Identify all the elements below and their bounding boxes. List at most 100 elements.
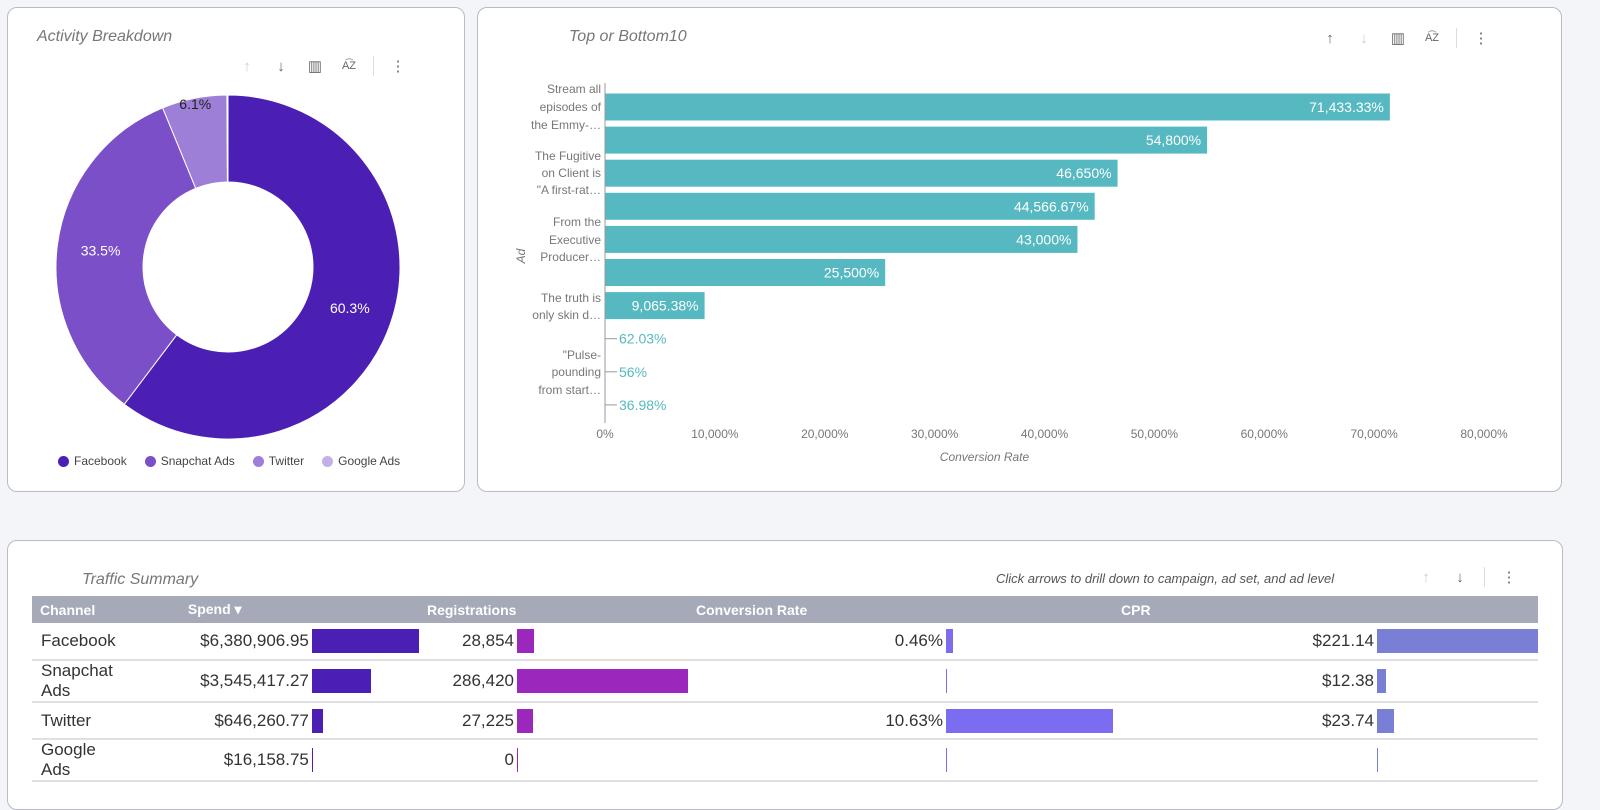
donut-slice-facebook[interactable] <box>123 94 401 440</box>
donut-slice-google-ads[interactable] <box>226 94 229 183</box>
conv-bar <box>945 708 1113 733</box>
bar-label: 46,650% <box>1056 165 1111 181</box>
y-tick-label: "Pulse-pounding from start… <box>538 348 601 397</box>
conv-bar <box>945 669 947 693</box>
reg-value: 28,854 <box>461 631 514 650</box>
divider <box>1456 28 1457 48</box>
cpr-bar <box>1377 629 1538 653</box>
slice-label: 33.5% <box>81 242 121 258</box>
cpr-value: $12.38 <box>1322 671 1374 690</box>
card-title: Activity Breakdown <box>37 28 173 45</box>
arrow-up-icon[interactable]: ↑ <box>1422 568 1430 586</box>
sort-az-icon[interactable]: A͡Z <box>1424 32 1440 44</box>
col-conversion-rate[interactable]: Conversion Rate <box>687 596 1113 623</box>
card-toolbar: ↑ ↓ ▥ A͡Z ⋮ <box>1320 28 1491 48</box>
more-vert-icon[interactable]: ⋮ <box>1501 569 1517 586</box>
spend-value: $6,380,906.95 <box>200 631 309 650</box>
conv-bar <box>945 629 954 653</box>
bar[interactable] <box>605 292 705 320</box>
bar[interactable] <box>605 93 1390 121</box>
table-row[interactable]: Snapchat Ads $3,545,417.27 286,420 $12.38 <box>32 660 1538 703</box>
bar-chart: 0% 10,000% 20,000% 30,000% 40,000% 50,000% 60,… <box>514 82 1508 464</box>
table-row[interactable]: Twitter $646,260.77 27,225 10.63% $23.74 <box>32 702 1538 740</box>
bar-label: 36.98% <box>619 397 666 413</box>
slice-label: 60.3% <box>330 300 370 316</box>
col-cpr[interactable]: CPR <box>1113 596 1538 623</box>
legend-item[interactable]: Twitter <box>252 454 305 468</box>
bar-label: 56% <box>619 364 647 380</box>
slice-label: 6.1% <box>179 96 211 112</box>
cell-channel: Google Ads <box>32 739 120 782</box>
reg-bar <box>516 669 688 693</box>
legend-label: Google Ads <box>338 454 401 468</box>
y-tick-label: From the Executive Producer… <box>540 215 601 264</box>
cpr-value: $23.74 <box>1322 710 1374 730</box>
col-channel[interactable]: Channel <box>32 596 120 623</box>
legend: Facebook Snapchat Ads Twitter Google Ads <box>58 454 400 468</box>
arrow-down-icon[interactable]: ↓ <box>277 57 285 75</box>
legend-item[interactable]: Google Ads <box>322 454 400 468</box>
cell-spend: $6,380,906.95 <box>119 623 419 661</box>
table-row[interactable]: Google Ads $16,158.75 0 <box>32 739 1538 782</box>
spend-value: $646,260.77 <box>214 710 309 730</box>
cell-channel: Facebook <box>32 623 120 661</box>
legend-swatch <box>322 455 334 467</box>
activity-breakdown-card: Activity Breakdown ↑ ↓ ▥ A͡Z ⋮ 60.3% 33.5… <box>7 7 465 492</box>
arrow-down-icon[interactable]: ↓ <box>1456 568 1464 586</box>
bar[interactable] <box>605 126 1208 154</box>
conv-value: 10.63% <box>885 710 943 730</box>
cell-reg: 286,420 <box>418 660 688 703</box>
conv-value: 0.46% <box>894 631 943 650</box>
bar-label: 71,433.33% <box>1309 99 1384 115</box>
bar[interactable] <box>605 192 1095 220</box>
arrow-up-icon[interactable]: ↑ <box>243 57 251 75</box>
cell-cpr <box>1113 739 1538 782</box>
y-tick-label: Stream all episodes of the Emmy-… <box>531 82 602 132</box>
card-toolbar: ↑ ↓ ⋮ <box>1416 567 1519 587</box>
spend-bar <box>311 669 372 693</box>
cell-reg: 0 <box>418 739 688 782</box>
x-tick-label: 80,000% <box>1460 427 1508 441</box>
more-vert-icon[interactable]: ⋮ <box>390 58 406 75</box>
card-toolbar: ↑ ↓ ▥ A͡Z ⋮ <box>237 56 408 76</box>
cell-conv <box>687 739 1113 782</box>
legend-item[interactable]: Facebook <box>58 454 127 468</box>
legend-label: Twitter <box>268 454 305 468</box>
arrow-up-icon[interactable]: ↑ <box>1326 29 1334 47</box>
more-vert-icon[interactable]: ⋮ <box>1473 30 1489 47</box>
bar-label: 44,566.67% <box>1014 198 1089 214</box>
sort-az-icon[interactable]: A͡Z <box>341 60 357 72</box>
reg-value: 27,225 <box>461 710 514 730</box>
donut-slice-snapchat-ads[interactable] <box>55 107 197 405</box>
traffic-table: Channel Spend ▾ Registrations Conversion… <box>32 596 1538 782</box>
cell-spend: $16,158.75 <box>119 739 419 782</box>
col-registrations[interactable]: Registrations <box>418 596 688 623</box>
cell-cpr: $221.14 <box>1113 623 1538 661</box>
legend-swatch <box>144 455 156 467</box>
x-tick-label: 50,000% <box>1131 427 1179 441</box>
chart-settings-icon[interactable]: ▥ <box>1390 30 1406 47</box>
table-row[interactable]: Facebook $6,380,906.95 28,854 0.46% $221.14 <box>32 623 1538 661</box>
bar[interactable] <box>605 159 1118 187</box>
y-tick-label: The truth is only skin d… <box>532 291 601 322</box>
x-tick-label: 30,000% <box>911 427 959 441</box>
x-tick-label: 10,000% <box>691 427 739 441</box>
card-title: Traffic Summary <box>82 571 199 588</box>
bar[interactable] <box>605 225 1078 253</box>
cell-reg: 27,225 <box>418 702 688 740</box>
col-spend[interactable]: Spend ▾ <box>119 596 419 623</box>
divider <box>1484 567 1485 587</box>
bar[interactable] <box>605 259 886 286</box>
cpr-bar <box>1377 669 1386 693</box>
chart-settings-icon[interactable]: ▥ <box>307 58 323 75</box>
spend-value: $3,545,417.27 <box>200 671 309 690</box>
x-tick-label: 20,000% <box>801 427 849 441</box>
traffic-summary-card: Traffic Summary Click arrows to drill do… <box>7 540 1563 810</box>
cell-conv: 10.63% <box>687 702 1113 740</box>
drill-hint: Click arrows to drill down to campaign, … <box>996 571 1335 586</box>
bar-label: 54,800% <box>1146 132 1201 148</box>
reg-value: 286,420 <box>452 671 514 690</box>
legend-item[interactable]: Snapchat Ads <box>144 454 235 468</box>
cell-spend: $646,260.77 <box>119 702 419 740</box>
arrow-down-icon[interactable]: ↓ <box>1360 29 1368 47</box>
